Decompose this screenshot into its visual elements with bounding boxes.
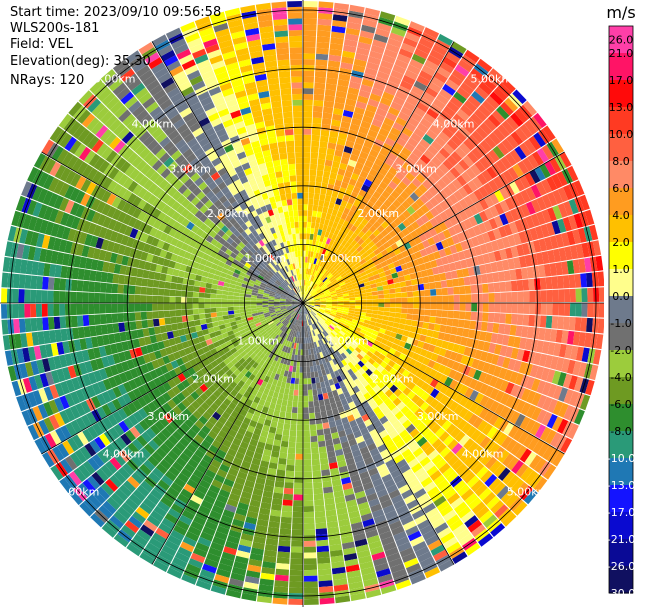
colorbar-swatch [609, 512, 633, 540]
start-time-label: Start time: 2023/09/10 09:56:58 [10, 5, 222, 20]
range-ring-5 [9, 9, 597, 597]
colorbar-tick-label: -2.0 [610, 344, 631, 357]
colorbar-swatch [609, 80, 633, 108]
colorbar-tick-label: -1.0 [610, 317, 631, 330]
colorbar-tick-label: 13.0 [609, 101, 634, 114]
colorbar-swatch [609, 377, 633, 405]
colorbar-tick-label: 10.0 [609, 128, 634, 141]
ring-label-4km: 4.00km [433, 117, 475, 130]
colorbar-swatch [609, 107, 633, 135]
colorbar-swatch [609, 215, 633, 243]
colorbar-tick-label: -10.0 [607, 452, 635, 465]
colorbar-tick-label: -21.0 [607, 533, 635, 546]
colorbar-swatch [609, 404, 633, 432]
ring-label-4km: 4.00km [132, 117, 174, 130]
colorbar-swatch [609, 26, 633, 54]
grid-lines [0, 0, 604, 607]
colorbar-swatch [609, 431, 633, 459]
ring-label-5km: 5.00km [58, 485, 100, 498]
colorbar-swatch [609, 566, 633, 594]
colorbar-swatch [609, 269, 633, 297]
colorbar-swatch [609, 242, 633, 270]
ring-label-2km: 2.00km [207, 207, 249, 220]
ring-label-5km: 5.00km [94, 73, 136, 86]
instrument-label: WLS200s-181 [10, 21, 100, 37]
colorbar-swatch [609, 161, 633, 189]
colorbar-swatch [609, 296, 633, 324]
range-ring-2 [185, 185, 421, 421]
colorbar-swatch [609, 350, 633, 378]
colorbar-swatch [609, 539, 633, 567]
nrays-label: NRays: 120 [10, 72, 85, 88]
colorbar-tick-label: 2.0 [612, 236, 630, 249]
colorbar-tick-label: 1.0 [612, 263, 630, 276]
ring-label-5km: 5.00km [507, 485, 549, 498]
colorbar-tick-label: 4.0 [612, 209, 630, 222]
ring-label-3km: 3.00km [417, 410, 459, 423]
colorbar-swatch [609, 458, 633, 486]
colorbar-swatch [609, 53, 633, 81]
ring-label-4km: 4.00km [462, 448, 504, 461]
ring-label-2km: 2.00km [372, 372, 414, 385]
colorbar-swatch [609, 485, 633, 513]
colorbar-tick-label: -6.0 [610, 398, 631, 411]
velocity-colorbar: m/s 26.021.0 17.0 13.0 10.0 8.0 6.0 4.0 2.0 1.0 0.… [606, 3, 635, 600]
ring-label-1km: 1.00km [320, 252, 362, 265]
ring-label-1km: 1.00km [245, 252, 287, 265]
colorbar-tick-label: -26.0 [607, 560, 635, 573]
colorbar-tick-label: 6.0 [612, 182, 630, 195]
scan-info: Start time: 2023/09/10 09:56:58 WLS200s-… [10, 5, 221, 89]
colorbar-tick-label: 26.0 [609, 34, 634, 47]
ppi-plot: 1.00km 1.00km 1.00km 1.00km 2.00km 2.00km 2.00… [0, 0, 604, 607]
velocity-cells [1, 1, 604, 605]
range-ring-labels: 1.00km 1.00km 1.00km 1.00km 2.00km 2.00km 2.00… [58, 73, 549, 499]
colorbar-tick-label: 17.0 [609, 74, 634, 87]
ring-label-4km: 4.00km [103, 448, 145, 461]
ring-label-5km: 5.00km [471, 73, 513, 86]
range-ring-3 [126, 126, 480, 480]
ring-label-3km: 3.00km [148, 410, 190, 423]
elevation-label: Elevation(deg): 35.30 [10, 53, 151, 69]
colorbar-swatch [609, 188, 633, 216]
colorbar-tick-label: -17.0 [607, 506, 635, 519]
colorbar-tick-label: 21.0 [609, 47, 634, 60]
field-label: Field: VEL [10, 37, 73, 53]
colorbar-tick-label: -13.0 [607, 479, 635, 492]
colorbar-tick-label: -30.0 [607, 587, 635, 600]
colorbar-tick-label: 8.0 [612, 155, 630, 168]
colorbar-title: m/s [606, 3, 635, 22]
ring-label-2km: 2.00km [358, 207, 400, 220]
colorbar-tick-label: -4.0 [610, 371, 631, 384]
ring-label-1km: 1.00km [327, 335, 369, 348]
colorbar-swatch [609, 323, 633, 351]
range-ring-1 [243, 243, 362, 362]
ring-label-2km: 2.00km [192, 372, 234, 385]
colorbar-tick-label: -8.0 [610, 425, 631, 438]
colorbar-frame [608, 25, 634, 594]
ring-label-1km: 1.00km [237, 335, 279, 348]
ring-label-3km: 3.00km [169, 162, 211, 175]
colorbar-tick-label: 0.0 [612, 290, 630, 303]
range-ring-4 [68, 68, 538, 538]
ring-label-3km: 3.00km [395, 162, 437, 175]
colorbar-swatch [609, 134, 633, 162]
